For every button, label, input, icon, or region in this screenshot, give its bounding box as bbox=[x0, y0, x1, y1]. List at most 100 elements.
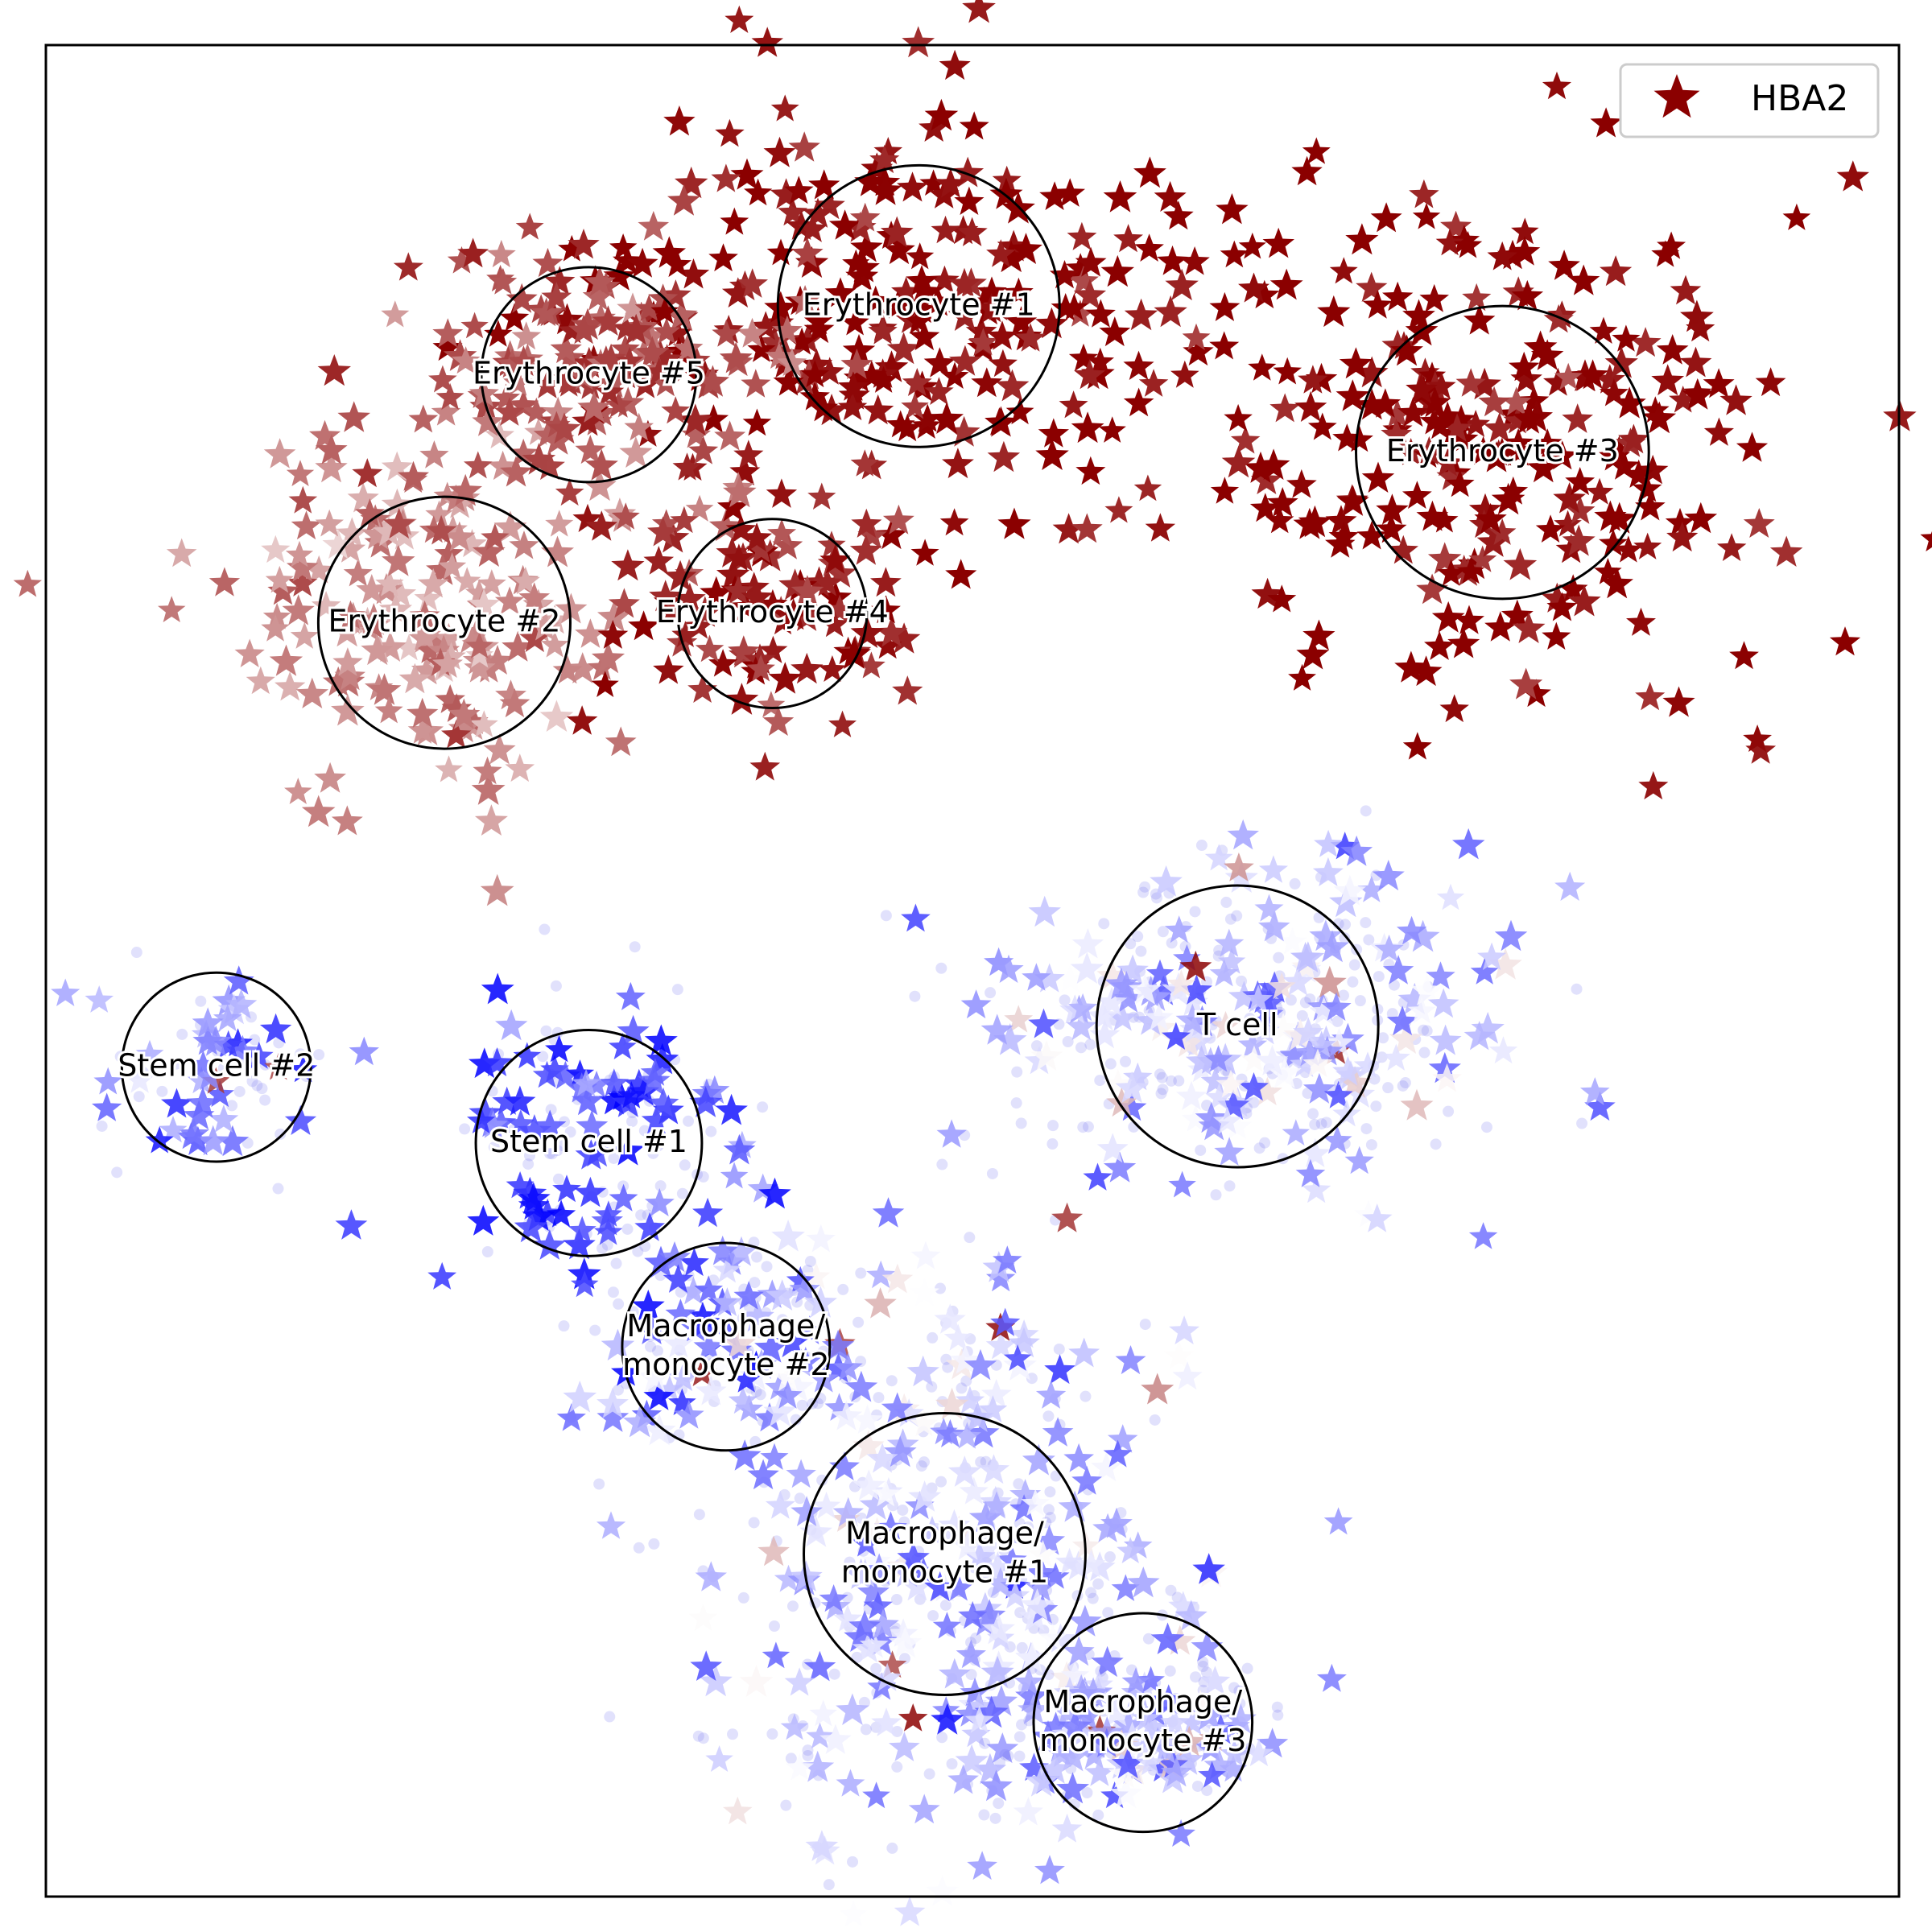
hba2-star-point bbox=[467, 1204, 500, 1236]
hba2-star-point bbox=[667, 184, 700, 216]
hba2-star-point bbox=[1038, 1752, 1071, 1784]
hba2-star-point bbox=[1123, 1531, 1153, 1558]
hba2-star-point bbox=[1743, 508, 1775, 538]
hba2-star-point bbox=[1719, 384, 1752, 415]
hba2-star-point bbox=[566, 652, 600, 683]
hba2-star-point bbox=[1703, 417, 1734, 446]
hba2-star-point bbox=[1071, 411, 1104, 444]
hba2-star-point bbox=[1282, 966, 1314, 996]
background-cell-point bbox=[1299, 997, 1311, 1009]
hba2-star-point bbox=[708, 243, 738, 272]
hba2-star-point bbox=[1567, 264, 1600, 295]
hba2-star-point bbox=[961, 1719, 991, 1748]
hba2-star-point bbox=[1005, 398, 1034, 425]
hba2-star-point bbox=[923, 347, 956, 378]
hba2-star-point bbox=[939, 1657, 971, 1689]
hba2-star-point bbox=[681, 419, 711, 448]
hba2-star-point bbox=[518, 1190, 550, 1220]
hba2-star-point bbox=[491, 383, 521, 411]
hba2-star-point bbox=[643, 1381, 675, 1410]
hba2-star-point bbox=[1249, 1016, 1280, 1045]
background-cell-point bbox=[802, 1749, 814, 1761]
hba2-star-point bbox=[952, 1530, 984, 1560]
hba2-star-point bbox=[1180, 974, 1213, 1005]
hba2-star-point bbox=[465, 631, 493, 658]
hba2-star-point bbox=[980, 1769, 1013, 1802]
cluster-label: Erythrocyte #5 bbox=[473, 355, 705, 390]
hba2-star-point bbox=[1138, 1711, 1169, 1741]
hba2-star-point bbox=[1716, 533, 1747, 561]
hba2-star-point bbox=[1058, 1709, 1092, 1742]
hba2-star-point bbox=[926, 1875, 959, 1906]
hba2-star-point bbox=[762, 706, 795, 736]
hba2-star-point bbox=[1265, 506, 1294, 534]
hba2-star-point bbox=[1129, 973, 1162, 1005]
hba2-star-point bbox=[1216, 193, 1249, 225]
hba2-star-point bbox=[513, 1042, 541, 1069]
hba2-star-point bbox=[1416, 500, 1449, 531]
hba2-star-point bbox=[1565, 495, 1596, 524]
hba2-star-point bbox=[1134, 233, 1164, 262]
hba2-star-point bbox=[597, 600, 631, 633]
background-cell-point bbox=[654, 1269, 667, 1282]
hba2-star-point bbox=[828, 209, 861, 240]
hba2-star-point bbox=[418, 568, 449, 598]
hba2-star-point bbox=[443, 339, 477, 371]
hba2-star-point bbox=[1307, 412, 1337, 440]
background-cell-point bbox=[523, 1150, 535, 1162]
hba2-star-point bbox=[51, 978, 80, 1006]
hba2-star-point bbox=[518, 1114, 551, 1146]
hba2-star-point bbox=[762, 1641, 791, 1669]
background-cell-point bbox=[748, 1517, 760, 1529]
hba2-star-point bbox=[613, 246, 643, 275]
hba2-star-point bbox=[1024, 1570, 1057, 1602]
hba2-star-point bbox=[1302, 1048, 1333, 1078]
hba2-star-point bbox=[1400, 1088, 1434, 1121]
hba2-star-point bbox=[1203, 1045, 1233, 1072]
hba2-star-point bbox=[1282, 1119, 1310, 1146]
hba2-star-point bbox=[593, 1217, 623, 1245]
hba2-star-point bbox=[989, 177, 1023, 209]
hba2-star-point bbox=[1755, 367, 1786, 397]
hba2-star-point bbox=[1165, 268, 1199, 301]
hba2-star-point bbox=[790, 1347, 821, 1376]
background-cell-point bbox=[897, 1504, 909, 1516]
hba2-star-point bbox=[744, 178, 773, 206]
hba2-star-point bbox=[758, 325, 791, 357]
background-cell-point bbox=[1373, 971, 1385, 983]
hba2-star-point bbox=[1410, 655, 1443, 687]
background-cell-point bbox=[1011, 1066, 1023, 1078]
hba2-star-point bbox=[609, 233, 638, 260]
hba2-star-point bbox=[1390, 334, 1423, 366]
hba2-star-point bbox=[936, 1119, 967, 1148]
hba2-star-point bbox=[1604, 346, 1638, 378]
hba2-star-point bbox=[1174, 1600, 1208, 1631]
hba2-star-point bbox=[1051, 1719, 1081, 1748]
hba2-star-point bbox=[226, 1034, 259, 1066]
hba2-star-point bbox=[765, 1373, 794, 1400]
hba2-star-point bbox=[1309, 997, 1340, 1026]
hba2-star-point bbox=[1134, 1005, 1166, 1035]
hba2-star-point bbox=[361, 634, 394, 666]
legend: HBA2 bbox=[1619, 63, 1880, 138]
hba2-star-point bbox=[509, 438, 539, 466]
hba2-star-point bbox=[285, 540, 314, 568]
hba2-star-point bbox=[1054, 1677, 1086, 1707]
hba2-star-point bbox=[1743, 724, 1772, 752]
hba2-star-point bbox=[732, 1365, 761, 1393]
hba2-star-point bbox=[668, 1362, 699, 1391]
hba2-star-point bbox=[850, 449, 879, 477]
hba2-star-point bbox=[1651, 364, 1685, 396]
hba2-star-point bbox=[1452, 828, 1485, 860]
hba2-star-point bbox=[508, 389, 539, 419]
hba2-star-point bbox=[754, 1402, 785, 1432]
hba2-star-point bbox=[534, 1109, 567, 1141]
hba2-star-point bbox=[489, 267, 518, 295]
background-cell-point bbox=[621, 1223, 634, 1235]
hba2-star-point bbox=[1477, 942, 1507, 970]
hba2-star-point bbox=[1356, 388, 1389, 420]
background-cell-point bbox=[1154, 1068, 1166, 1080]
hba2-star-point bbox=[1523, 330, 1558, 363]
hba2-star-point bbox=[638, 211, 670, 241]
hba2-star-point bbox=[976, 293, 1007, 323]
